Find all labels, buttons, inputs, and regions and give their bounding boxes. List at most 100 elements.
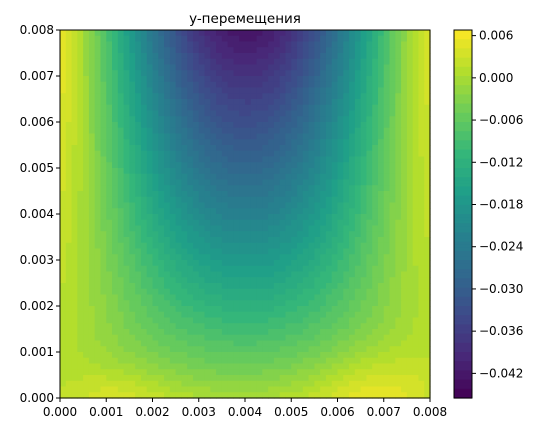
contour-cell <box>389 219 396 227</box>
contour-cell <box>331 225 339 232</box>
contour-cell <box>308 260 315 267</box>
contour-cell <box>158 150 165 158</box>
contour-cell <box>216 363 223 370</box>
contour-cell <box>175 214 183 221</box>
contour-cell <box>216 323 223 330</box>
contour-cell <box>221 110 229 117</box>
contour-cell <box>349 306 356 313</box>
contour-cell <box>337 133 344 140</box>
contour-cell <box>349 47 356 54</box>
contour-cell <box>216 116 223 123</box>
contour-cell <box>245 214 252 221</box>
contour-cell <box>314 375 321 382</box>
contour-cell <box>273 185 281 192</box>
contour-cell <box>291 179 298 186</box>
contour-cell <box>112 93 119 100</box>
contour-cell <box>389 329 396 336</box>
contour-cell <box>239 219 246 227</box>
contour-cell <box>233 300 240 307</box>
contour-cell <box>65 81 73 89</box>
contour-cell <box>256 81 263 89</box>
colorbar-band <box>454 364 472 368</box>
contour-cell <box>239 58 246 66</box>
contour-cell <box>297 145 304 152</box>
colorbar-band <box>454 45 472 49</box>
contour-cell <box>164 334 171 342</box>
contour-cell <box>71 162 78 169</box>
contour-cell <box>164 231 171 238</box>
contour-cell <box>77 122 84 129</box>
contour-cell <box>117 254 125 261</box>
contour-cell <box>152 99 159 106</box>
contour-cell <box>383 311 391 319</box>
contour-cell <box>377 231 385 238</box>
contour-cell <box>343 317 350 324</box>
contour-cell <box>175 352 183 359</box>
contour-cell <box>164 110 171 117</box>
contour-cell <box>187 248 194 255</box>
contour-cell <box>424 150 431 158</box>
contour-cell <box>239 317 246 324</box>
contour-cell <box>406 41 414 48</box>
y-tick-label: 0.004 <box>20 207 54 221</box>
contour-cell <box>268 237 275 244</box>
contour-cell <box>389 317 396 324</box>
contour-cell <box>331 122 339 129</box>
contour-cell <box>412 139 420 146</box>
contour-cell <box>389 271 396 278</box>
contour-cell <box>60 70 67 77</box>
contour-cell <box>88 30 96 37</box>
contour-cell <box>204 265 211 273</box>
contour-cell <box>297 93 304 100</box>
contour-cell <box>372 185 379 192</box>
contour-cell <box>285 208 292 215</box>
contour-cell <box>291 300 298 307</box>
contour-cell <box>383 139 391 146</box>
contour-cell <box>117 127 125 135</box>
contour-cell <box>140 346 148 353</box>
contour-cell <box>291 127 298 135</box>
contour-cell <box>112 323 119 330</box>
contour-cell <box>158 64 165 71</box>
contour-cell <box>65 116 73 123</box>
contour-cell <box>169 35 177 43</box>
contour-cell <box>279 70 287 77</box>
contour-cell <box>418 265 425 273</box>
contour-cell <box>377 168 385 175</box>
contour-cell <box>239 93 246 100</box>
contour-cell <box>331 110 339 117</box>
contour-cell <box>88 64 96 71</box>
contour-cell <box>343 248 350 255</box>
contour-cell <box>372 357 379 365</box>
contour-cell <box>227 369 235 376</box>
contour-cell <box>187 58 194 66</box>
contour-cell <box>372 323 379 330</box>
contour-cell <box>354 64 362 71</box>
contour-cell <box>389 191 396 198</box>
contour-cell <box>308 352 315 359</box>
contour-cell <box>273 145 281 152</box>
contour-cell <box>135 363 142 370</box>
contour-cell <box>418 392 425 399</box>
contour-cell <box>366 104 373 112</box>
contour-cell <box>406 288 414 296</box>
contour-cell <box>418 248 425 255</box>
contour-cell <box>175 277 183 284</box>
contour-cell <box>302 329 310 336</box>
contour-cell <box>383 380 391 388</box>
contour-cell <box>395 225 402 232</box>
contour-cell <box>297 191 304 198</box>
contour-cell <box>383 191 391 198</box>
contour-cell <box>175 306 183 313</box>
contour-cell <box>146 352 154 359</box>
contour-cell <box>308 306 315 313</box>
contour-cell <box>158 196 165 204</box>
colorbar-band <box>454 299 472 304</box>
contour-cell <box>250 145 258 152</box>
contour-cell <box>106 53 113 60</box>
contour-cell <box>239 145 246 152</box>
contour-cell <box>268 386 275 393</box>
colorbar-band <box>454 361 472 365</box>
contour-cell <box>216 110 223 117</box>
contour-cell <box>406 87 414 94</box>
